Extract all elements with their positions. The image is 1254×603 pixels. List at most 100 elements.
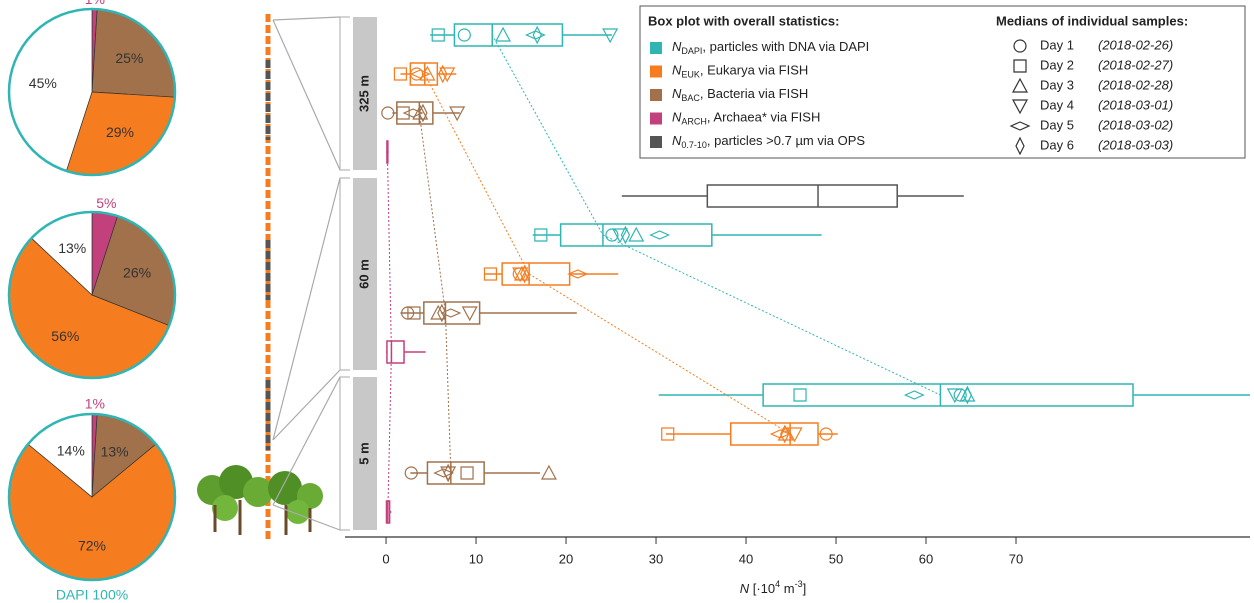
zoom-connector: [272, 16, 341, 21]
legend-name: , particles >0.7 µm via OPS: [707, 133, 865, 148]
legend-date: (2018-03-02): [1098, 117, 1173, 132]
median-connector: [387, 351, 392, 513]
legend-date: (2018-02-26): [1098, 37, 1173, 52]
legend-symbol: N: [672, 63, 682, 78]
median-connector: [528, 273, 791, 435]
height-label: 60 m: [356, 259, 371, 289]
zoom-connector: [272, 369, 341, 441]
zoom-connector: [272, 177, 341, 441]
day-marker: [786, 427, 803, 443]
median-connector: [602, 234, 941, 396]
legend-frame: [639, 5, 1246, 159]
legend-symbol: N: [672, 110, 682, 125]
day-marker: [407, 306, 421, 320]
x-axis-label-part: N: [740, 581, 750, 596]
median-connector: [424, 73, 530, 275]
pie-label: 5%: [96, 195, 116, 211]
legend-swatch: [650, 89, 662, 101]
day-marker: [457, 28, 471, 42]
median-connector: [418, 112, 446, 314]
height-bar: [353, 17, 377, 170]
height-label: 325 m: [356, 75, 371, 112]
day-marker: [438, 64, 448, 84]
pie-caption: DAPI 100%: [56, 587, 128, 603]
legend-day: Day 3: [1040, 77, 1074, 92]
box: [386, 340, 405, 364]
pie-label: 26%: [123, 264, 151, 280]
pie-label: 45%: [29, 75, 57, 91]
day-marker: [1013, 39, 1027, 53]
day-marker: [780, 424, 790, 444]
height-bracket: [339, 16, 350, 171]
zoom-connector: [272, 19, 341, 171]
median-connector: [491, 34, 604, 236]
legend-name: , Eukarya via FISH: [700, 63, 808, 78]
day-marker: [819, 427, 833, 441]
tower-illustration: [197, 14, 323, 540]
box: [729, 422, 819, 446]
day-marker: [620, 225, 631, 245]
box: [762, 383, 1134, 407]
x-tick-label: 20: [559, 551, 573, 566]
legend-subscript: ARCH: [681, 117, 707, 127]
day-marker: [419, 65, 436, 81]
height-bar: [353, 377, 377, 530]
x-axis-label-part: 4: [775, 579, 780, 589]
x-tick-label: 0: [382, 551, 389, 566]
pie-outline: [7, 210, 177, 380]
day-marker: [519, 264, 530, 284]
height-bracket: [339, 376, 350, 531]
legend-swatch: [650, 112, 662, 125]
pie-label: 29%: [106, 124, 134, 140]
day-marker: [661, 427, 675, 441]
legend-day: Day 5: [1040, 117, 1074, 132]
x-axis-label-part: -3: [795, 579, 803, 589]
legend-day: Day 6: [1040, 137, 1074, 152]
x-tick-label: 50: [829, 551, 843, 566]
day-marker: [534, 228, 548, 242]
height-bar: [353, 178, 377, 370]
x-tick-label: 30: [649, 551, 663, 566]
x-axis-label: N [·104 m-3]: [740, 579, 807, 596]
legend-swatch: [650, 136, 662, 148]
pie-label: 72%: [78, 538, 106, 554]
day-marker: [483, 267, 498, 281]
x-axis-label-part: ]: [803, 581, 807, 596]
day-marker: [793, 388, 807, 402]
day-marker: [602, 28, 619, 44]
day-marker: [418, 103, 428, 123]
day-marker: [649, 230, 671, 240]
legend-symbol: N: [672, 133, 682, 148]
legend-title: Box plot with overall statistics:: [648, 13, 839, 28]
legend-swatch: [650, 65, 662, 78]
legend-subscript: EUK: [681, 70, 700, 80]
legend-name: , particles with DNA via DAPI: [702, 39, 869, 54]
legend-subscript: DAPI: [681, 46, 702, 56]
box: [559, 223, 713, 247]
day-marker: [612, 228, 629, 244]
x-axis-label-part: [·10: [749, 581, 775, 596]
day-marker: [396, 106, 410, 120]
day-marker: [1015, 136, 1025, 156]
day-marker: [1013, 59, 1027, 73]
pie-label: 1%: [85, 396, 105, 412]
legend-label: NBAC, Bacteria via FISH: [672, 86, 808, 103]
pie-label: 56%: [51, 328, 79, 344]
zoom-connector: [272, 376, 341, 506]
legend-day: Day 1: [1040, 37, 1074, 52]
day-marker: [628, 226, 645, 242]
legend: [639, 5, 1246, 159]
legend-date: (2018-02-27): [1098, 57, 1173, 72]
day-marker: [605, 228, 619, 242]
x-tick-label: 40: [739, 551, 753, 566]
legend-label: NEUK, Eukarya via FISH: [672, 63, 808, 80]
day-marker: [404, 466, 418, 480]
box: [426, 461, 485, 485]
x-axis-label-part: m: [780, 581, 794, 596]
day-marker: [412, 104, 429, 120]
height-bracket: [339, 177, 350, 371]
day-marker: [1009, 121, 1031, 131]
day-marker: [903, 390, 925, 400]
day-marker: [512, 267, 529, 283]
pie-label: 25%: [115, 50, 143, 66]
